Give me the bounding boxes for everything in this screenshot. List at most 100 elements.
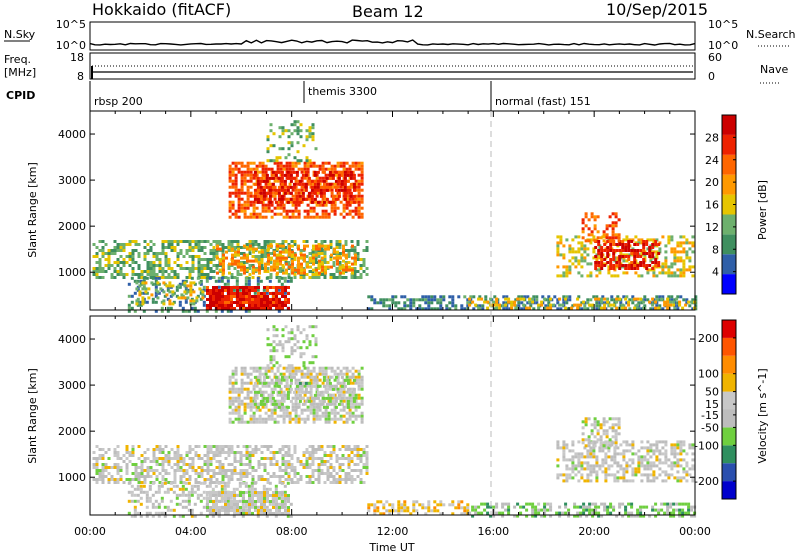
power-cell [568, 307, 572, 311]
power-cell [169, 306, 173, 310]
velocity-cell [228, 381, 232, 385]
power-cell [611, 221, 615, 225]
power-cell [311, 132, 315, 136]
power-cell [228, 206, 232, 210]
velocity-cell [328, 381, 332, 385]
station-title: Hokkaido (fitACF) [92, 0, 231, 19]
velocity-cell [326, 466, 330, 469]
velocity-cell [297, 390, 301, 394]
power-cell [327, 244, 330, 248]
power-cell [113, 267, 117, 270]
velocity-cell [275, 491, 278, 494]
power-cell [146, 261, 150, 264]
power-cell [184, 288, 188, 292]
velocity-cell [155, 475, 159, 478]
velocity-cell [241, 481, 245, 485]
power-cell [224, 307, 227, 310]
power-cell [218, 304, 221, 307]
power-cell [568, 295, 572, 299]
power-cell [254, 301, 257, 304]
power-cell [505, 307, 509, 311]
power-cell [242, 252, 246, 255]
velocity-cell [234, 396, 238, 400]
power-cell [215, 301, 218, 304]
power-cell [321, 167, 325, 171]
velocity-cell [245, 463, 249, 466]
power-cell [201, 290, 205, 294]
power-cell [590, 212, 594, 216]
power-cell [257, 258, 261, 261]
power-cell [281, 304, 284, 307]
velocity-cell [317, 463, 321, 466]
velocity-cell [332, 445, 336, 448]
power-cell [155, 273, 159, 276]
power-cell [589, 274, 593, 278]
velocity-cell [336, 378, 340, 382]
power-cell [596, 236, 600, 240]
velocity-cell [224, 469, 228, 472]
velocity-cell [248, 494, 251, 497]
power-cell [291, 203, 295, 207]
power-cell [654, 240, 658, 243]
velocity-cell [224, 457, 228, 460]
power-cell [281, 255, 285, 258]
power-cell [474, 303, 478, 307]
velocity-cell [206, 472, 210, 475]
velocity-cell [293, 469, 297, 472]
power-cell [277, 185, 281, 189]
power-cell [173, 249, 177, 252]
power-cell [270, 203, 274, 207]
power-cell [676, 250, 680, 254]
velocity-cell [250, 505, 254, 509]
power-cell [576, 297, 580, 301]
power-cell [291, 164, 295, 168]
power-cell [346, 185, 350, 189]
velocity-cell [312, 420, 316, 424]
velocity-cell [320, 445, 324, 448]
velocity-cell [218, 466, 222, 469]
power-cell [510, 306, 514, 310]
power-cell [154, 282, 158, 286]
power-cell [318, 262, 321, 266]
power-cell [221, 243, 225, 246]
power-cell [277, 309, 281, 313]
power-cell [642, 240, 646, 243]
power-cell [233, 307, 236, 310]
power-cell [648, 300, 652, 304]
power-cell [597, 264, 601, 267]
power-cell [306, 212, 310, 216]
power-cell [574, 235, 578, 239]
velocity-cell [267, 417, 271, 421]
power-cell [268, 188, 272, 192]
velocity-cell [327, 411, 331, 415]
power-cell [224, 301, 227, 304]
power-cell [571, 304, 575, 308]
power-cell [676, 268, 680, 272]
power-cell [164, 264, 168, 267]
power-cell [142, 309, 146, 313]
power-cell [304, 182, 308, 186]
velocity-cell [249, 366, 253, 370]
velocity-cell [269, 460, 273, 463]
velocity-cell [270, 408, 274, 412]
velocity-cell [340, 375, 344, 379]
velocity-cell [206, 451, 210, 454]
power-cell [133, 309, 137, 313]
velocity-cell [257, 494, 260, 497]
velocity-cell [98, 448, 102, 451]
velocity-cell [318, 393, 322, 397]
power-cell [529, 304, 533, 308]
power-cell [347, 261, 351, 264]
power-cell [331, 197, 335, 201]
power-cell [682, 271, 686, 275]
power-cell [636, 264, 640, 267]
power-cell [318, 265, 321, 269]
power-cell [584, 239, 588, 243]
velocity-cell [280, 402, 284, 406]
velocity-cell [258, 378, 262, 382]
power-cell [227, 292, 230, 295]
velocity-cell [283, 384, 287, 388]
power-cell [516, 306, 520, 310]
velocity-cell [188, 445, 192, 448]
velocity-cell [311, 457, 315, 460]
